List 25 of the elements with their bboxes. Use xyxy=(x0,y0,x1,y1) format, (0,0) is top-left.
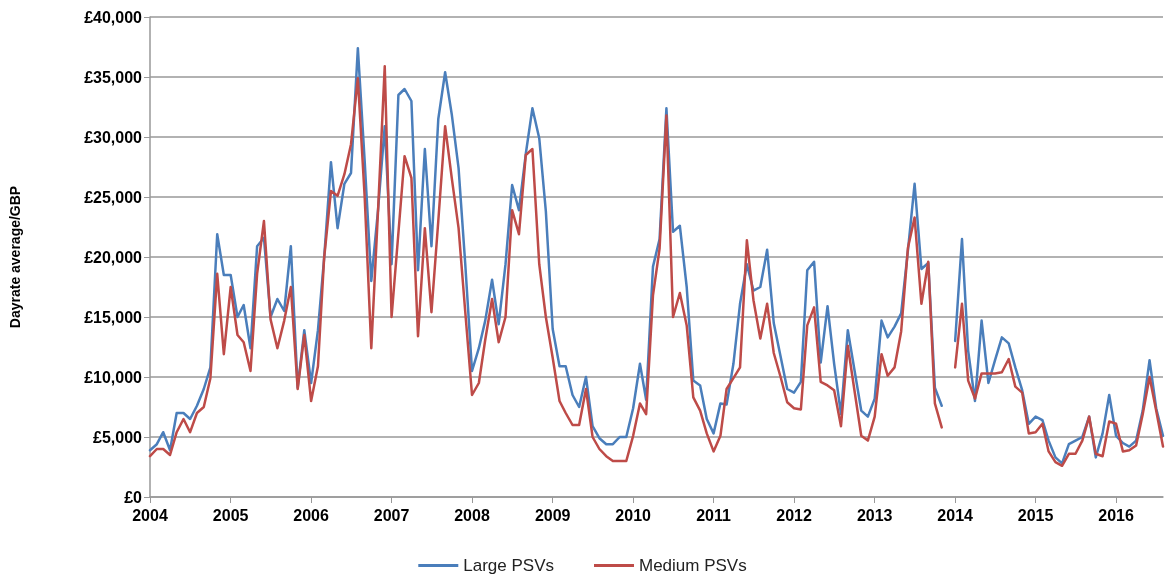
y-tick-label: £10,000 xyxy=(84,368,143,386)
x-tick-label: 2013 xyxy=(856,506,893,524)
x-tick-label: 2004 xyxy=(132,506,168,524)
y-axis-title: Dayrate average/GBP xyxy=(7,185,23,329)
x-tick-label: 2016 xyxy=(1098,506,1134,524)
legend-label: Medium PSVs xyxy=(639,556,747,575)
y-tick-label: £0 xyxy=(124,488,143,506)
x-tick-label: 2014 xyxy=(937,506,974,524)
x-tick-label: 2008 xyxy=(454,506,490,524)
x-tick-label: 2010 xyxy=(615,506,652,524)
legend-label: Large PSVs xyxy=(463,556,555,575)
y-tick-label: £30,000 xyxy=(84,128,143,146)
x-tick-label: 2009 xyxy=(534,506,571,524)
y-tick-label: £35,000 xyxy=(84,68,143,86)
x-tick-label: 2011 xyxy=(696,506,732,524)
y-tick-label: £25,000 xyxy=(84,188,143,206)
x-tick-label: 2012 xyxy=(776,506,812,524)
x-tick-label: 2005 xyxy=(212,506,249,524)
x-tick-label: 2006 xyxy=(293,506,330,524)
y-tick-label: £5,000 xyxy=(93,428,143,446)
x-tick-label: 2007 xyxy=(373,506,410,524)
y-tick-label: £20,000 xyxy=(84,248,143,266)
x-tick-label: 2015 xyxy=(1017,506,1054,524)
y-tick-label: £40,000 xyxy=(84,8,143,26)
y-tick-label: £15,000 xyxy=(84,308,143,326)
